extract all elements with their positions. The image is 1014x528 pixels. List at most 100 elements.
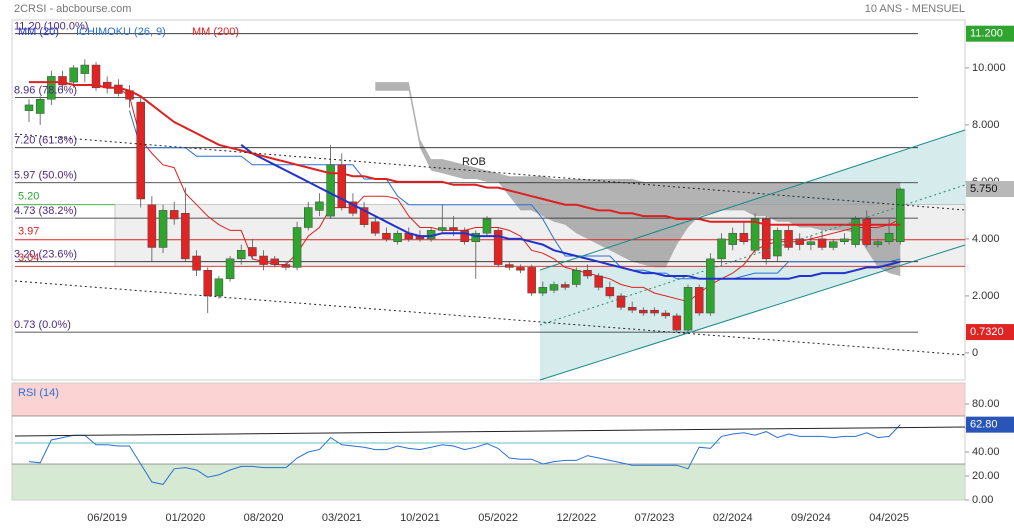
y-tick-label: 10.000 (972, 62, 1006, 74)
level-label: 5.20 (18, 191, 39, 203)
candle-body (58, 76, 67, 86)
marks (12, 33, 969, 501)
x-tick-label: 06/2019 (87, 512, 127, 524)
chart-title: 2CRSI - abcbourse.com (14, 3, 131, 15)
level-label: 3.97 (18, 226, 39, 238)
oversold-zone (12, 464, 965, 500)
price-marker (966, 25, 1014, 42)
x-tick-label: 04/2025 (869, 512, 909, 524)
fib-label: 8.96 (78.6%) (14, 84, 77, 96)
overbought-zone (12, 383, 965, 416)
candle-body (773, 230, 782, 257)
candle-body (717, 238, 726, 260)
candle-body (784, 230, 793, 248)
candle-body (91, 64, 101, 89)
candle-body (549, 284, 559, 291)
price-marker (966, 181, 1014, 198)
candle-body (806, 241, 816, 245)
price-marker-label: 11.200 (970, 28, 1003, 40)
candle-body (672, 315, 682, 331)
legend-entry: ICHIMOKU (26, 9) (76, 26, 166, 38)
channel-line (539, 244, 966, 381)
y-tick-label: 0 (972, 347, 978, 359)
candle-body (851, 218, 860, 245)
candle-body (527, 267, 536, 294)
candle-body (371, 221, 380, 234)
candle-body (147, 204, 157, 248)
candle-body (750, 218, 760, 251)
candle-body (259, 255, 268, 265)
candle-body (884, 232, 894, 243)
chart-subtitle: 10 ANS - MENSUEL (865, 3, 965, 15)
candle-body (304, 207, 313, 228)
x-tick-label: 03/2021 (322, 512, 362, 524)
candle-body (203, 270, 212, 297)
x-tick-label: 12/2022 (556, 512, 596, 524)
candle-body (896, 188, 905, 243)
candle-body (661, 312, 670, 317)
candle-body (236, 250, 246, 260)
candle-body (69, 67, 78, 83)
x-tick-label: 10/2021 (400, 512, 440, 524)
trend-line (14, 133, 966, 211)
ichimoku-cloud (375, 82, 901, 276)
candle-body (337, 164, 347, 208)
x-tick-label: 02/2024 (713, 512, 753, 524)
candle-body (683, 287, 693, 331)
candle-body (493, 230, 503, 265)
legend-entry: MM (20) (18, 26, 59, 38)
x-tick-label: 05/2022 (478, 512, 518, 524)
candle-body (248, 247, 257, 257)
moving-average (29, 81, 901, 226)
candle-body (482, 218, 492, 234)
y-tick-label: 8.000 (972, 119, 1000, 131)
candle-body (616, 295, 626, 308)
rsi-trend-line (14, 426, 966, 437)
legend-entry: MM (200) (192, 26, 239, 38)
candle-body (505, 264, 514, 268)
candle-body (572, 270, 581, 285)
candle-body (862, 218, 871, 245)
candle-body (694, 287, 704, 314)
candle-body (627, 307, 637, 311)
y-tick-label: 80.00 (972, 398, 1000, 410)
ichimoku-kijun (129, 110, 901, 280)
candle-body (169, 210, 179, 220)
y-tick-label: 40.00 (972, 446, 1000, 458)
level-label: 3.04 (18, 252, 39, 264)
fib-label: 4.73 (38.2%) (14, 205, 77, 217)
x-tick-label: 01/2020 (165, 512, 205, 524)
candle-body (538, 287, 548, 294)
candle-body (438, 227, 447, 231)
candle-body (192, 255, 201, 271)
candle-body (873, 241, 883, 245)
candle-body (460, 230, 469, 243)
fib-label: 7.20 (61.8%) (14, 135, 77, 147)
candle-body (80, 64, 90, 74)
candle-body (136, 101, 145, 200)
candle-body (761, 218, 771, 260)
rsi-marker (966, 416, 1014, 433)
x-tick-label: 09/2024 (791, 512, 831, 524)
fib-label: 5.97 (50.0%) (14, 170, 77, 182)
candle-body (840, 238, 849, 243)
candle-body (650, 309, 659, 314)
candle-body (214, 278, 224, 297)
candle-body (382, 232, 391, 240)
candle-body (315, 201, 324, 211)
price-marker-label: 5.750 (970, 183, 998, 195)
candle-body (817, 238, 827, 248)
candle-body (639, 309, 648, 314)
candle-body (281, 264, 291, 268)
rsi-line (28, 424, 901, 485)
candle-body (225, 258, 235, 280)
candle-body (560, 284, 570, 288)
rsi-title: RSI (14) (18, 387, 59, 399)
candle-body (270, 258, 279, 265)
candle-body (35, 98, 45, 114)
annotation: ROB (462, 156, 486, 168)
rsi-marker-label: 62.80 (970, 419, 998, 431)
